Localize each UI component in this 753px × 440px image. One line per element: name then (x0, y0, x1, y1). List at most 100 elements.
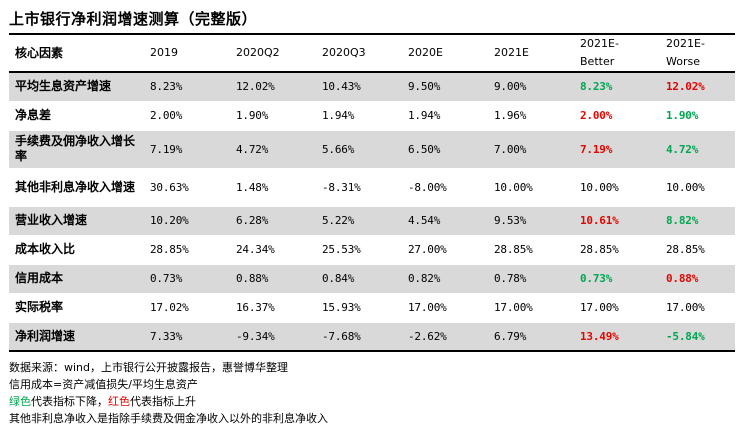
header-text: Worse (666, 55, 700, 68)
color-legend-note: 绿色代表指标下降，红色代表指标上升 (9, 393, 328, 410)
table-row: 成本收入比 28.85% 24.34% 25.53% 27.00% 28.85% 28.85… (9, 235, 735, 265)
table-cell: 0.82% (402, 264, 488, 294)
table-row: 实际税率 17.02% 16.37% 15.93% 17.00% 17.00% 17.00%… (9, 293, 735, 323)
table-cell: 1.48% (230, 168, 316, 207)
table-cell: 10.00% (488, 168, 574, 207)
table-cell: 9.53% (488, 206, 574, 236)
table-cell: 8.82% (660, 206, 735, 236)
header-text: 2021E (494, 46, 529, 59)
table-cell: 7.19% (144, 130, 230, 169)
legend-mid-text: 代表指标下降， (31, 395, 108, 408)
table-header-row: 核心因素 2019 2020Q2 2020Q3 2020E 2021E 2021E- Bett… (9, 35, 735, 73)
table-cell: -7.68% (316, 322, 402, 352)
table-cell: 28.85% (144, 235, 230, 265)
table-cell: 1.94% (316, 101, 402, 131)
table-cell: 2.00% (574, 101, 660, 131)
table-cell: 6.50% (402, 130, 488, 169)
table-cell: 17.00% (660, 293, 735, 323)
header-text: 2021E- (580, 37, 619, 50)
table-cell: -9.34% (230, 322, 316, 352)
other-income-note: 其他非利息净收入是指除手续费及佣金净收入以外的非利息净收入 (9, 412, 328, 425)
table-cell: 1.90% (660, 101, 735, 131)
table-cell: 0.73% (144, 264, 230, 294)
table-cell: 15.93% (316, 293, 402, 323)
table-row: 营业收入增速 10.20% 6.28% 5.22% 4.54% 9.53% 10.61% 8.… (9, 206, 735, 236)
table-cell: 6.28% (230, 206, 316, 236)
table-cell: 17.00% (574, 293, 660, 323)
header-col-4: 2020E (402, 35, 488, 73)
table-cell: 1.96% (488, 101, 574, 131)
table-cell: 0.88% (660, 264, 735, 294)
table-cell: 17.00% (488, 293, 574, 323)
table-cell: 12.02% (230, 72, 316, 102)
table-cell: 0.73% (574, 264, 660, 294)
table-row: 平均生息资产增速 8.23% 12.02% 10.43% 9.50% 9.00% 8.23%… (9, 72, 735, 102)
table-cell: 10.20% (144, 206, 230, 236)
table-cell: 10.00% (660, 168, 735, 207)
table-cell: 16.37% (230, 293, 316, 323)
table-cell: 30.63% (144, 168, 230, 207)
header-text: 核心因素 (15, 46, 64, 60)
table-row: 其他非利息净收入增速 30.63% 1.48% -8.31% -8.00% 10.00% 1… (9, 168, 735, 207)
header-text: 2020Q3 (322, 46, 366, 59)
table-cell: 0.84% (316, 264, 402, 294)
source-note: 数据来源：wind，上市银行公开披露报告，惠誉博华整理 (9, 361, 289, 374)
table-cell: 0.88% (230, 264, 316, 294)
table-cell: 5.22% (316, 206, 402, 236)
row-label: 实际税率 (9, 293, 144, 323)
table-cell: 13.49% (574, 322, 660, 352)
table-cell: 12.02% (660, 72, 735, 102)
table-cell: 7.00% (488, 130, 574, 169)
table-row: 净利润增速 7.33% -9.34% -7.68% -2.62% 6.79% 13.49% -… (9, 322, 735, 352)
legend-green-text: 绿色 (9, 395, 31, 408)
table-cell: 4.72% (230, 130, 316, 169)
header-text: 2020E (408, 46, 443, 59)
table-cell: 5.66% (316, 130, 402, 169)
row-label: 其他非利息净收入增速 (9, 168, 144, 207)
row-label: 信用成本 (9, 264, 144, 294)
table-cell: 10.61% (574, 206, 660, 236)
header-text: 2020Q2 (236, 46, 280, 59)
header-text: 2021E- (666, 37, 705, 50)
table-cell: 4.72% (660, 130, 735, 169)
table-cell: 6.79% (488, 322, 574, 352)
row-label: 手续费及佣净收入增长率 (9, 130, 144, 169)
table-cell: -8.00% (402, 168, 488, 207)
table-cell: 25.53% (316, 235, 402, 265)
header-text: 2019 (150, 46, 178, 59)
table-row: 手续费及佣净收入增长率 7.19% 4.72% 5.66% 6.50% 7.00% 7.19… (9, 130, 735, 169)
table-cell: 10.00% (574, 168, 660, 207)
header-col-3: 2020Q3 (316, 35, 402, 73)
table-cell: 8.23% (144, 72, 230, 102)
row-label: 平均生息资产增速 (9, 72, 144, 102)
header-core-factor: 核心因素 (9, 35, 144, 73)
legend-end-text: 代表指标上升 (130, 395, 196, 408)
table-cell: 7.33% (144, 322, 230, 352)
table-cell: -2.62% (402, 322, 488, 352)
credit-cost-note: 信用成本=资产减值损失/平均生息资产 (9, 378, 198, 391)
table-row: 信用成本 0.73% 0.88% 0.84% 0.82% 0.78% 0.73% 0.88% (9, 264, 735, 294)
table-cell: 8.23% (574, 72, 660, 102)
legend-red-text: 红色 (108, 395, 130, 408)
table-cell: 9.50% (402, 72, 488, 102)
table-cell: 9.00% (488, 72, 574, 102)
header-col-2: 2020Q2 (230, 35, 316, 73)
footnotes: 数据来源：wind，上市银行公开披露报告，惠誉博华整理 信用成本=资产减值损失/… (9, 359, 328, 427)
table-cell: 28.85% (660, 235, 735, 265)
title-divider (9, 33, 735, 35)
table-cell: 1.94% (402, 101, 488, 131)
row-label: 净利润增速 (9, 322, 144, 352)
header-text: Better (580, 55, 615, 68)
row-label: 营业收入增速 (9, 206, 144, 236)
table-cell: 1.90% (230, 101, 316, 131)
row-label: 净息差 (9, 101, 144, 131)
table-cell: 2.00% (144, 101, 230, 131)
table-row: 净息差 2.00% 1.90% 1.94% 1.94% 1.96% 2.00% 1.90% (9, 101, 735, 131)
table-cell: -5.84% (660, 322, 735, 352)
table-cell: 0.78% (488, 264, 574, 294)
growth-table: 核心因素 2019 2020Q2 2020Q3 2020E 2021E 2021E- Bett… (9, 35, 735, 352)
table-cell: 7.19% (574, 130, 660, 169)
table-cell: 28.85% (488, 235, 574, 265)
table-cell: 10.43% (316, 72, 402, 102)
header-col-5: 2021E (488, 35, 574, 73)
